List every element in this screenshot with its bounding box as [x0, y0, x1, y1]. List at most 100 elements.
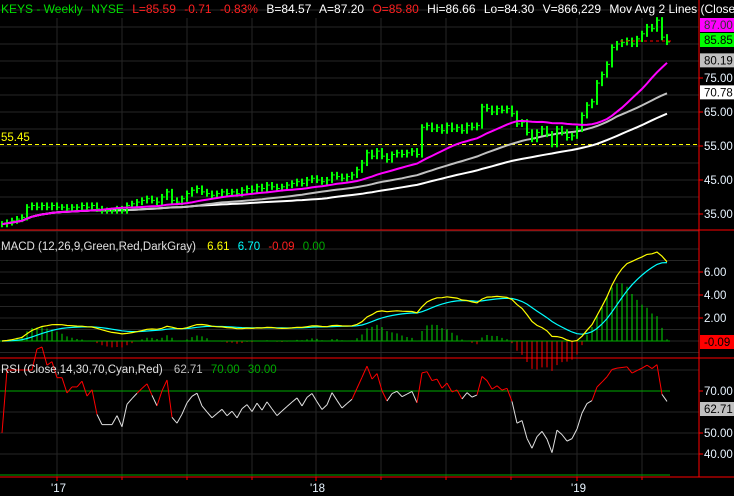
rsi-line-segment — [456, 389, 463, 400]
zero-value: 0.00 — [303, 241, 325, 253]
rsi-line-segment — [226, 410, 233, 417]
rsi-line-segment — [406, 391, 413, 395]
rsi-line-segment — [296, 397, 303, 407]
rsi-line-segment — [156, 390, 163, 407]
rsi-line-segment — [631, 370, 638, 374]
rsi-line-segment — [311, 393, 318, 402]
rsi-line-segment — [541, 431, 548, 440]
rsi-line-segment — [651, 364, 658, 369]
rsi-line-segment — [451, 389, 458, 393]
rsi-line-segment — [36, 346, 43, 350]
price-tag-ma-fast: 87.00 — [704, 20, 733, 32]
open-price: O=85.80 — [372, 2, 419, 16]
rsi-line-segment — [341, 403, 348, 409]
rsi-line-segment — [271, 408, 278, 416]
rsi-line-segment — [81, 381, 88, 397]
rsi-line-segment — [161, 379, 168, 392]
rsi-line-segment — [586, 400, 593, 404]
rsi-line-segment — [251, 402, 258, 412]
price-axis-label: 65.00 — [704, 107, 733, 119]
rsi-line-segment — [176, 413, 183, 424]
value-axis[interactable]: 75.00 65.00 55.00 45.00 35.00 87.00 85.85 80.19… — [699, 18, 734, 461]
time-axis-label: '18 — [310, 483, 325, 495]
rsi-line-segment — [636, 367, 643, 371]
rsi-line-segment — [661, 394, 668, 402]
macd-tag: -0.09 — [704, 337, 730, 349]
rsi-line-segment — [231, 410, 238, 419]
macd-value: 6.61 — [207, 241, 229, 253]
rsi-line-segment — [486, 380, 493, 390]
rsi-line-segment — [241, 404, 248, 410]
rsi-axis-label: 50.00 — [704, 428, 733, 440]
rsi-line-segment — [216, 408, 223, 414]
rsi-line-segment — [581, 403, 588, 414]
rsi-line-segment — [51, 361, 58, 378]
rsi-line-segment — [421, 371, 428, 374]
rsi-line-segment — [616, 367, 623, 369]
price-panel[interactable] — [0, 17, 699, 228]
rsi-line-segment — [291, 397, 298, 403]
rsi-line-segment — [621, 366, 628, 368]
rsi-line-segment — [656, 364, 663, 395]
macd-line — [1, 251, 668, 342]
macd-axis-label: 4.00 — [704, 290, 726, 302]
price-tag-last-bg — [700, 33, 734, 47]
rsi-line-segment — [496, 385, 503, 391]
rsi-upper: 70.00 — [211, 364, 240, 376]
time-axis-label: '17 — [51, 483, 66, 495]
rsi-line-segment — [411, 391, 418, 404]
rsi-line-segment — [431, 378, 438, 382]
price-tag-ma-long: 70.78 — [704, 87, 733, 99]
rsi-line-segment — [506, 388, 513, 402]
rsi-lower: 30.00 — [248, 364, 277, 376]
rsi-line-segment — [46, 361, 53, 366]
macd-panel[interactable] — [0, 251, 670, 371]
rsi-line-segment — [141, 383, 148, 389]
rsi-line-segment — [211, 413, 218, 419]
rsi-line-segment — [536, 431, 543, 438]
rsi-line-segment — [321, 404, 328, 410]
rsi-line-segment — [646, 364, 653, 369]
rsi-line-segment — [201, 405, 208, 413]
rsi-line-segment — [546, 439, 553, 453]
rsi-line-segment — [416, 372, 423, 403]
exchange-label: NYSE — [91, 2, 124, 16]
rsi-line-segment — [286, 401, 293, 407]
rsi-line-segment — [276, 410, 283, 416]
rsi-line-segment — [391, 390, 398, 395]
rsi-line-segment — [551, 430, 558, 453]
study-label[interactable]: Mov Avg 2 Lines (Close,20,40,0) — [609, 2, 734, 16]
rsi-line-segment — [426, 371, 433, 381]
rsi-line-segment — [381, 390, 388, 402]
histogram-value: -0.09 — [268, 241, 294, 253]
low-price: Lo=84.30 — [484, 2, 535, 16]
rsi-line-segment — [181, 402, 188, 415]
rsi-line-segment — [151, 395, 158, 407]
rsi-line-segment — [501, 387, 508, 391]
rsi-line-segment — [461, 392, 468, 400]
rsi-line-segment — [256, 402, 263, 411]
macd-title: MACD (12,26,9,Green,Red,DarkGray) — [1, 241, 196, 253]
macd-tag-bg — [700, 335, 734, 349]
price-tag-ma-long-bg — [700, 85, 734, 100]
rsi-legend: RSI (Close,14,30,70,Cyan,Red) 62.71 70.0… — [1, 364, 277, 376]
rsi-line-segment — [401, 393, 408, 398]
rsi-line-segment — [111, 415, 118, 425]
rsi-panel[interactable] — [0, 346, 670, 476]
rsi-value: 62.71 — [174, 364, 203, 376]
rsi-line-segment — [41, 346, 48, 366]
price-axis-label: 35.00 — [704, 209, 733, 221]
rsi-line-segment — [481, 376, 488, 382]
net-change: -0.71 — [184, 2, 212, 16]
rsi-line-segment — [556, 429, 563, 435]
time-axis[interactable]: '17 '18 '19 — [51, 477, 643, 495]
rsi-line-segment — [446, 382, 453, 393]
moving-average-slow-line — [1, 92, 668, 226]
rsi-tag: 62.71 — [704, 404, 733, 416]
rsi-line-segment — [236, 408, 243, 419]
rsi-line-segment — [346, 398, 353, 404]
macd-axis-label: 2.00 — [704, 313, 726, 325]
rsi-line-segment — [561, 434, 568, 442]
rsi-line-segment — [316, 401, 323, 410]
